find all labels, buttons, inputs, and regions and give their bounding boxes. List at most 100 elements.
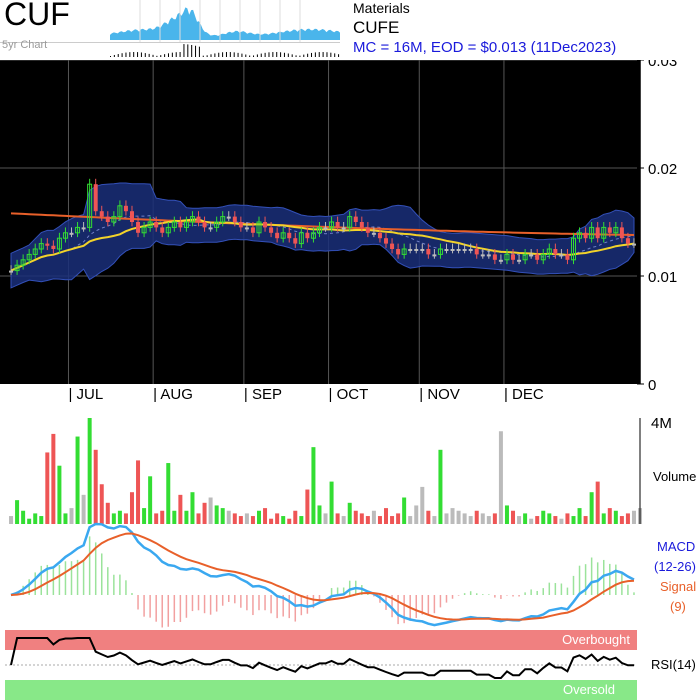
candle-body <box>347 216 353 228</box>
volume-bar <box>619 516 624 524</box>
mini-volume-bar <box>268 52 270 57</box>
candle-body <box>275 232 280 239</box>
candle-body <box>75 226 81 234</box>
volume-bar <box>414 505 419 524</box>
month-tick: | AUG <box>153 386 193 403</box>
overbought-label: Overbought <box>562 632 630 647</box>
volume-bar <box>250 516 255 524</box>
candle-body <box>81 227 86 230</box>
mini-volume-bar <box>253 55 255 57</box>
volume-bar <box>456 510 461 524</box>
mini-chart-caption: 5yr Chart <box>2 39 48 51</box>
volume-bar <box>69 508 74 524</box>
mini-volume-bar <box>125 52 127 57</box>
candle-body <box>384 238 389 244</box>
volume-bar <box>517 516 522 524</box>
candle-body <box>607 227 612 233</box>
candle-body <box>56 237 62 250</box>
short-moving-average <box>10 218 635 272</box>
candle-body <box>335 222 340 228</box>
candle-body <box>256 221 262 234</box>
mini-volume-bar <box>245 54 247 57</box>
mini-volume-bar <box>311 52 313 57</box>
candle-body <box>105 216 110 222</box>
candle-body <box>601 226 607 239</box>
volume-bar <box>335 513 340 524</box>
candle-body <box>9 270 14 273</box>
candle-body <box>269 227 274 233</box>
volume-bar <box>390 516 395 524</box>
candle-body <box>535 254 540 260</box>
volume-bar <box>529 518 534 524</box>
candle-body <box>38 243 44 250</box>
mini-volume-bar <box>198 46 200 57</box>
volume-bar <box>244 513 249 524</box>
volume-bar <box>547 513 552 524</box>
candle-body <box>589 226 595 239</box>
mini-volume-bar <box>326 52 328 57</box>
candle-body <box>522 253 528 261</box>
mini-volume-bar <box>295 55 297 57</box>
candle-body <box>20 259 26 266</box>
volume-bar <box>329 481 334 524</box>
candle-body <box>87 183 93 228</box>
candle-body <box>450 249 455 251</box>
volume-bar <box>511 510 516 524</box>
mini-volume-bar <box>322 52 324 57</box>
mini-volume-bar <box>113 54 115 57</box>
volume-bar <box>160 510 165 524</box>
candle-body <box>546 248 552 255</box>
mini-volume-bar <box>179 52 181 57</box>
mini-volume-bar <box>160 55 162 57</box>
price-y-axis: 0.03 0.02 0.01 0 <box>637 60 677 394</box>
volume-bar <box>601 513 606 524</box>
volume-bar <box>45 452 50 524</box>
mini-volume-bar <box>334 53 336 57</box>
macd-histogram <box>16 536 635 628</box>
volume-bar <box>541 510 546 524</box>
macd-label: MACD <box>657 539 695 554</box>
rsi-label: RSI(14) <box>651 657 696 672</box>
volume-bar <box>15 500 20 524</box>
candle-body <box>99 211 104 217</box>
price-y-tick: 0.01 <box>648 269 677 286</box>
month-tick: | DEC <box>504 386 544 403</box>
mini-volume-bar <box>237 52 239 57</box>
volume-label: Volume <box>653 469 696 484</box>
candle-body <box>141 226 147 234</box>
candle-body <box>486 254 491 257</box>
volume-bar <box>166 463 171 524</box>
mini-volume-bar <box>229 52 231 57</box>
volume-bar <box>75 436 80 524</box>
month-tick: | OCT <box>329 386 369 403</box>
candle-body <box>341 227 346 230</box>
volume-bar <box>371 510 376 524</box>
candle-body <box>316 226 322 234</box>
candle-body <box>189 216 195 223</box>
macd-params: (12-26) <box>654 559 696 574</box>
volume-bar <box>474 510 479 524</box>
mini-volume-bar <box>175 52 177 57</box>
volume-bar <box>323 513 328 524</box>
mini-volume-bar <box>152 54 154 57</box>
volume-bar <box>123 513 128 524</box>
candle-body <box>111 216 117 223</box>
market-cap-quote: MC = 16M, EOD = $0.013 (11Dec2023) <box>353 39 617 56</box>
volume-bar <box>93 449 98 524</box>
volume-bar <box>311 447 316 524</box>
price-y-tick: 0.02 <box>648 161 677 178</box>
volume-bar <box>275 513 280 524</box>
price-y-tick: 0 <box>648 377 656 394</box>
macd-line <box>10 522 635 627</box>
month-tick: | JUL <box>68 386 103 403</box>
volume-bar <box>492 513 497 524</box>
candle-body <box>396 249 401 255</box>
candle-body <box>178 222 183 228</box>
volume-bar <box>595 481 600 524</box>
candle-body <box>123 205 128 212</box>
volume-bar <box>57 465 62 524</box>
oversold-zone <box>5 680 637 700</box>
candle-body <box>214 221 220 228</box>
overbought-zone <box>5 630 637 650</box>
mini-volume-bar <box>225 52 227 57</box>
